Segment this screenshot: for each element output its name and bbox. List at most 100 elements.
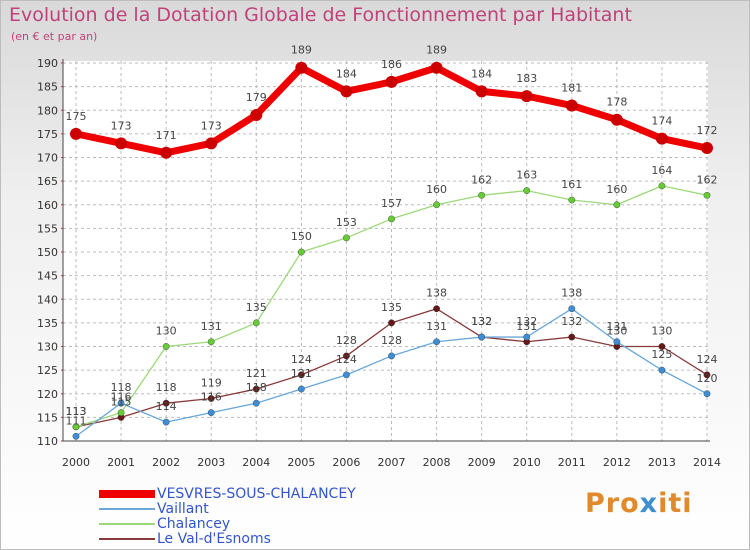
data-point-chalancey <box>433 201 440 209</box>
data-point-val-d-esnoms <box>162 399 170 407</box>
data-point-val-d-esnoms <box>388 319 395 327</box>
y-tick-label: 180 <box>37 104 58 117</box>
data-point-vaillant <box>658 366 666 374</box>
legend-label-vaillant: Vaillant <box>157 501 209 517</box>
x-tick-label: 2002 <box>152 456 180 469</box>
data-label-val-d-esnoms: 130 <box>651 325 672 338</box>
y-tick-label: 175 <box>37 128 58 141</box>
data-point-chalancey <box>658 182 666 190</box>
data-label-val-d-esnoms: 118 <box>156 381 177 394</box>
data-label-chalancey: 161 <box>561 178 582 191</box>
data-point-vaillant <box>297 385 305 393</box>
x-tick-label: 2010 <box>513 456 541 469</box>
data-label-val-d-esnoms: 119 <box>201 376 222 389</box>
data-label-chalancey: 162 <box>471 173 492 186</box>
data-point-vaillant <box>162 418 170 426</box>
data-point-chalancey <box>478 191 486 199</box>
data-point-chalancey <box>117 409 125 417</box>
data-label-vesvres: 186 <box>381 58 402 71</box>
data-point-chalancey <box>388 215 395 223</box>
data-label-chalancey: 164 <box>651 164 672 177</box>
data-label-vesvres: 181 <box>561 82 582 95</box>
data-label-chalancey: 162 <box>697 173 718 186</box>
data-point-chalancey <box>703 191 711 199</box>
data-label-vaillant: 116 <box>201 391 222 404</box>
data-label-chalancey: 160 <box>606 183 627 196</box>
y-tick-label: 140 <box>37 293 58 306</box>
line-chart: 110 115 120 125 130 135 140 145 150 155 160 165 170 1… <box>37 44 721 469</box>
y-tick-label: 190 <box>37 57 58 70</box>
data-point-val-d-esnoms <box>343 352 350 360</box>
data-point-val-d-esnoms <box>433 305 440 313</box>
data-label-vaillant: 138 <box>561 287 582 300</box>
x-tick-label: 2013 <box>648 456 676 469</box>
data-point-vesvres <box>701 142 713 155</box>
data-point-chalancey <box>343 234 350 242</box>
data-point-vaillant <box>252 399 260 407</box>
data-label-val-d-esnoms: 124 <box>697 353 718 366</box>
data-point-val-d-esnoms <box>658 343 666 350</box>
legend-swatch-vaillant <box>99 508 155 510</box>
chart-subtitle: (en € et par an) <box>11 30 98 43</box>
data-label-chalancey: 150 <box>291 230 312 243</box>
data-point-chalancey <box>523 187 531 194</box>
x-tick-label: 2008 <box>423 456 451 469</box>
y-tick-label: 135 <box>37 317 58 330</box>
data-point-vaillant <box>568 305 576 313</box>
y-tick-label: 165 <box>37 175 58 188</box>
x-tick-label: 2014 <box>693 456 721 469</box>
data-point-vesvres <box>250 108 263 121</box>
data-label-val-d-esnoms: 115 <box>111 395 132 408</box>
y-tick-label: 170 <box>37 152 58 165</box>
legend-swatch-chalancey <box>99 523 155 525</box>
data-label-chalancey: 131 <box>201 320 222 333</box>
data-point-val-d-esnoms <box>297 371 305 379</box>
data-label-vesvres: 171 <box>156 129 177 142</box>
data-point-chalancey <box>568 196 576 204</box>
data-label-chalancey: 130 <box>156 325 177 338</box>
data-label-val-d-esnoms: 138 <box>426 287 447 300</box>
x-tick-label: 2005 <box>287 456 315 469</box>
data-label-val-d-esnoms: 132 <box>471 315 492 328</box>
x-tick-label: 2003 <box>197 456 225 469</box>
data-point-chalancey <box>162 343 170 350</box>
data-label-val-d-esnoms: 128 <box>336 334 357 347</box>
data-point-vaillant <box>478 333 486 341</box>
plot-area <box>63 61 708 441</box>
data-point-vaillant <box>433 338 440 346</box>
data-point-vaillant <box>523 333 531 341</box>
data-label-vaillant: 114 <box>156 400 177 413</box>
data-point-vaillant <box>703 390 711 398</box>
data-label-chalancey: 116 <box>111 391 132 404</box>
x-tick-label: 2009 <box>468 456 496 469</box>
data-point-vaillant <box>117 399 125 407</box>
data-label-val-d-esnoms: 135 <box>381 301 402 314</box>
data-point-vesvres <box>520 90 533 103</box>
data-label-vesvres: 189 <box>426 44 447 57</box>
data-point-vesvres <box>430 61 443 74</box>
x-tick-label: 2012 <box>603 456 631 469</box>
data-label-vesvres: 175 <box>66 110 87 123</box>
data-point-vaillant <box>343 371 350 379</box>
data-label-vesvres: 172 <box>697 124 718 137</box>
data-point-chalancey <box>613 201 621 209</box>
data-point-chalancey <box>252 319 260 327</box>
x-tick-label: 2011 <box>558 456 586 469</box>
data-point-vesvres <box>340 85 353 98</box>
data-label-vaillant: 128 <box>381 334 402 347</box>
data-label-vaillant: 121 <box>291 367 312 380</box>
y-tick-label: 160 <box>37 199 58 212</box>
data-label-val-d-esnoms: 130 <box>606 325 627 338</box>
y-tick-label: 155 <box>37 222 58 235</box>
y-tick-label: 145 <box>37 270 58 283</box>
data-point-vesvres <box>610 113 623 126</box>
x-tick-label: 2001 <box>107 456 135 469</box>
data-label-chalancey: 160 <box>426 183 447 196</box>
data-label-val-d-esnoms: 131 <box>516 320 537 333</box>
x-tick-label: 2007 <box>378 456 406 469</box>
data-point-vesvres <box>295 61 308 74</box>
data-label-val-d-esnoms: 132 <box>561 315 582 328</box>
data-label-vaillant: 118 <box>246 381 267 394</box>
data-point-vesvres <box>115 137 128 150</box>
